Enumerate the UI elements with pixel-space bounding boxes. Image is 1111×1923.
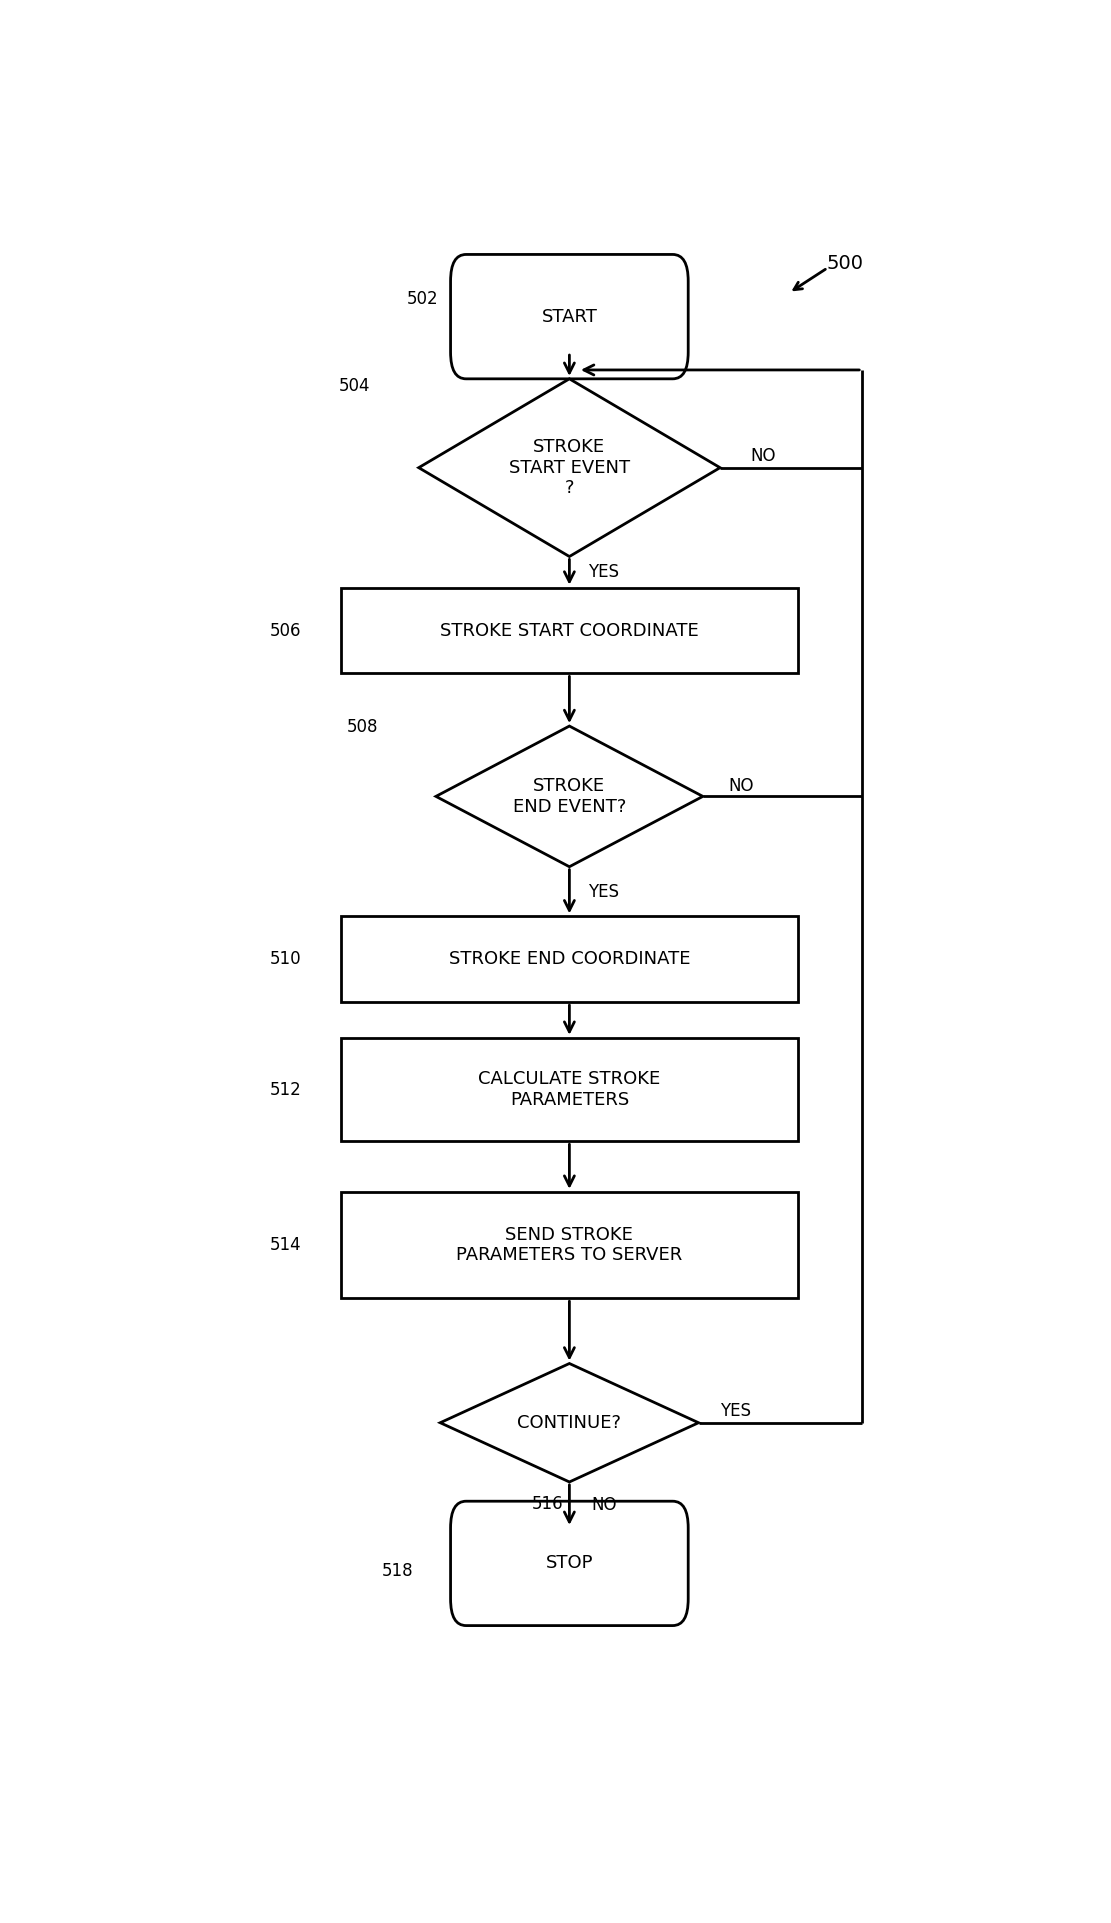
Text: 502: 502 [408, 290, 439, 308]
Text: STROKE
START EVENT
?: STROKE START EVENT ? [509, 438, 630, 498]
Text: 504: 504 [339, 377, 370, 396]
Bar [341, 917, 798, 1002]
Text: NO: NO [750, 446, 775, 465]
Text: STROKE START COORDINATE: STROKE START COORDINATE [440, 621, 699, 640]
Text: 512: 512 [269, 1081, 301, 1098]
Text: SEND STROKE
PARAMETERS TO SERVER: SEND STROKE PARAMETERS TO SERVER [457, 1225, 682, 1265]
Polygon shape [440, 1363, 699, 1483]
Text: YES: YES [589, 563, 619, 581]
Text: 518: 518 [381, 1561, 413, 1581]
Text: CALCULATE STROKE
PARAMETERS: CALCULATE STROKE PARAMETERS [478, 1071, 661, 1110]
Text: 500: 500 [827, 254, 863, 273]
Text: 516: 516 [532, 1496, 563, 1513]
FancyBboxPatch shape [451, 254, 688, 379]
Text: NO: NO [591, 1496, 617, 1513]
Text: 506: 506 [270, 621, 301, 640]
Text: STOP: STOP [546, 1554, 593, 1573]
FancyBboxPatch shape [451, 1502, 688, 1625]
Bar [341, 588, 798, 673]
Bar [341, 1192, 798, 1298]
Polygon shape [419, 379, 720, 556]
Text: START: START [541, 308, 598, 325]
Polygon shape [436, 727, 703, 867]
Text: 508: 508 [347, 717, 379, 737]
Text: YES: YES [720, 1402, 751, 1419]
Text: YES: YES [589, 883, 619, 900]
Text: CONTINUE?: CONTINUE? [518, 1413, 621, 1433]
Bar [341, 1038, 798, 1142]
Text: NO: NO [729, 777, 754, 794]
Text: STROKE END COORDINATE: STROKE END COORDINATE [449, 950, 690, 969]
Text: 514: 514 [270, 1236, 301, 1254]
Text: 510: 510 [270, 950, 301, 969]
Text: STROKE
END EVENT?: STROKE END EVENT? [512, 777, 627, 815]
